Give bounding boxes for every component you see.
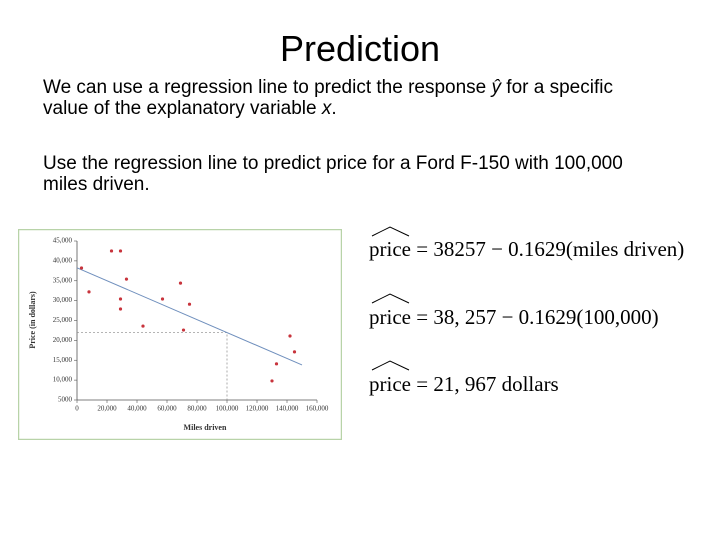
text: = 38, 257 − 0.1629(100,000): [416, 305, 659, 329]
y-tick-label: 40,000: [53, 256, 73, 264]
text: price: [369, 372, 411, 396]
point: [87, 290, 91, 294]
text: = 21, 967 dollars: [416, 372, 559, 396]
point: [292, 350, 297, 354]
y-axis-label: Price (in dollars): [28, 291, 37, 349]
equation: price = 21, 967 dollars: [369, 372, 559, 397]
x-tick-label: 0: [75, 405, 79, 413]
text: ŷ: [491, 77, 502, 98]
point: [288, 334, 292, 338]
text: We can use a regression line to predict …: [43, 77, 492, 98]
paragraph: Use the regression line to predict price…: [43, 153, 663, 195]
point: [270, 379, 274, 383]
point: [109, 249, 114, 253]
y-tick-label: 20,000: [53, 336, 73, 344]
x-axis-label: Miles driven: [184, 423, 227, 432]
x-tick-label: 60,000: [157, 405, 177, 413]
equation: price = 38257 − 0.1629(miles driven): [369, 237, 684, 262]
hat: [371, 293, 410, 304]
x-tick-label: 20,000: [97, 405, 117, 413]
text: .: [331, 98, 337, 119]
slide-title: Prediction: [279, 28, 441, 69]
y-tick-label: 35,000: [53, 276, 73, 284]
y-tick-label: 15,000: [53, 356, 73, 364]
point: [274, 362, 279, 366]
text: price: [369, 237, 411, 261]
x-tick-label: 120,000: [246, 405, 269, 413]
y-tick-label: 25,000: [53, 316, 73, 324]
point: [118, 297, 123, 301]
point: [181, 328, 186, 332]
hat: [371, 360, 410, 371]
chart-frame: [18, 229, 342, 440]
regression-line: [76, 267, 303, 366]
x-tick-label: 100,000: [216, 405, 239, 413]
equation: price = 38, 257 − 0.1629(100,000): [369, 305, 659, 330]
text: for a specific value of the explanatory …: [43, 77, 613, 119]
y-tick-label: 5000: [58, 396, 73, 404]
text: price: [369, 305, 411, 329]
text: Use the regression line to predict price…: [43, 153, 623, 195]
x-tick-label: 40,000: [127, 405, 147, 413]
x-tick-label: 160,000: [306, 405, 329, 413]
point: [124, 277, 129, 281]
point: [118, 249, 123, 253]
point: [118, 307, 123, 311]
y-tick-label: 30,000: [53, 296, 73, 304]
y-tick-label: 45,000: [53, 237, 73, 245]
text: = 38257 − 0.1629(miles driven): [416, 237, 685, 261]
point: [141, 324, 145, 328]
paragraph: We can use a regression line to predict …: [43, 77, 663, 119]
hat: [371, 226, 410, 237]
text: x: [321, 98, 332, 119]
point: [178, 281, 183, 285]
chart: Miles driven Price (in dollars) 5000 10,0…: [18, 229, 342, 440]
x-tick-label: 140,000: [276, 405, 299, 413]
point: [160, 297, 165, 301]
x-tick-label: 80,000: [187, 405, 207, 413]
point: [79, 266, 84, 270]
y-tick-label: 10,000: [53, 376, 73, 384]
point: [187, 302, 192, 306]
